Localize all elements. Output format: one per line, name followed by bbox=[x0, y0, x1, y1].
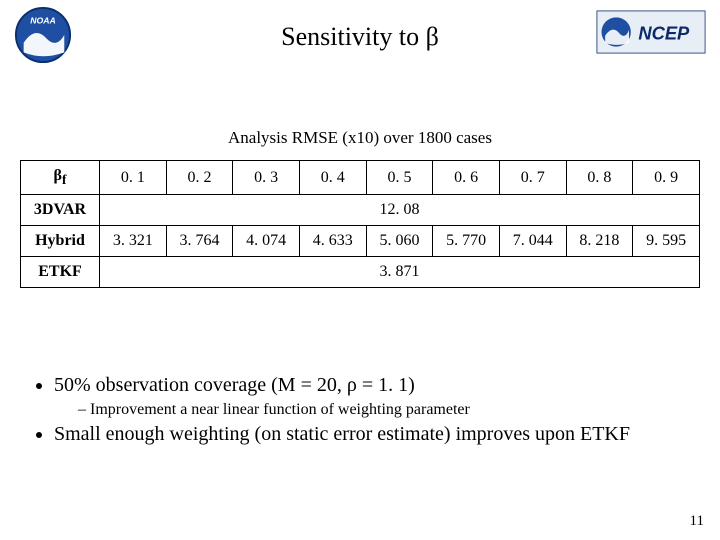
col-header: 0. 8 bbox=[566, 161, 633, 195]
row-label-3dvar: 3DVAR bbox=[21, 195, 100, 226]
cell: 3. 764 bbox=[166, 226, 233, 257]
table-row: ETKF 3. 871 bbox=[21, 257, 700, 288]
cell-etkf-span: 3. 871 bbox=[100, 257, 700, 288]
page-number: 11 bbox=[690, 513, 704, 530]
col-header: 0. 5 bbox=[366, 161, 433, 195]
col-header: 0. 2 bbox=[166, 161, 233, 195]
cell: 5. 770 bbox=[433, 226, 500, 257]
table-row: 3DVAR 12. 08 bbox=[21, 195, 700, 226]
row-label-etkf: ETKF bbox=[21, 257, 100, 288]
title-beta: β bbox=[426, 22, 439, 51]
sub-bullet-item: Improvement a near linear function of we… bbox=[78, 401, 690, 419]
col-header: 0. 4 bbox=[299, 161, 366, 195]
table-row: Hybrid 3. 321 3. 764 4. 074 4. 633 5. 06… bbox=[21, 226, 700, 257]
row-label-hybrid: Hybrid bbox=[21, 226, 100, 257]
col-header: 0. 6 bbox=[433, 161, 500, 195]
col-header: 0. 9 bbox=[633, 161, 700, 195]
bullet-item: Small enough weighting (on static error … bbox=[54, 423, 690, 446]
beta-f-header: βf bbox=[21, 161, 100, 195]
cell: 4. 633 bbox=[299, 226, 366, 257]
cell: 8. 218 bbox=[566, 226, 633, 257]
bullet-text: 50% observation coverage (M = 20, bbox=[54, 374, 347, 396]
bullet-item: 50% observation coverage (M = 20, ρ = 1.… bbox=[54, 374, 690, 419]
slide-title: Sensitivity to β bbox=[0, 22, 720, 52]
bullet-list: 50% observation coverage (M = 20, ρ = 1.… bbox=[30, 370, 690, 450]
rho-symbol: ρ bbox=[347, 374, 357, 396]
col-header: 0. 3 bbox=[233, 161, 300, 195]
bullet-text: = 1. 1) bbox=[357, 374, 415, 396]
col-header: 0. 1 bbox=[100, 161, 167, 195]
cell: 5. 060 bbox=[366, 226, 433, 257]
title-prefix: Sensitivity to bbox=[281, 22, 425, 51]
cell: 3. 321 bbox=[100, 226, 167, 257]
rmse-table: βf 0. 1 0. 2 0. 3 0. 4 0. 5 0. 6 0. 7 0.… bbox=[20, 160, 700, 288]
cell: 7. 044 bbox=[499, 226, 566, 257]
cell: 4. 074 bbox=[233, 226, 300, 257]
slide-subtitle: Analysis RMSE (x10) over 1800 cases bbox=[0, 128, 720, 148]
table-header-row: βf 0. 1 0. 2 0. 3 0. 4 0. 5 0. 6 0. 7 0.… bbox=[21, 161, 700, 195]
col-header: 0. 7 bbox=[499, 161, 566, 195]
cell: 9. 595 bbox=[633, 226, 700, 257]
cell-3dvar-span: 12. 08 bbox=[100, 195, 700, 226]
